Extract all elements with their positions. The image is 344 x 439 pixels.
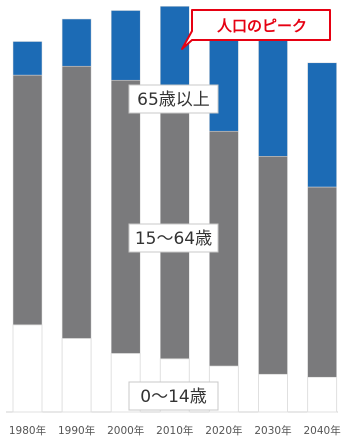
bar-segment-2030年-65歳以上 <box>258 38 288 157</box>
x-tick-label-2020年: 2020年 <box>205 424 242 437</box>
x-tick-labels: 1980年 1990年 2000年 2010年 2020年 2030年 2040年 <box>9 424 341 437</box>
peak-callout-text: 人口のピーク <box>217 17 307 35</box>
x-tick-label-2040年: 2040年 <box>303 424 340 437</box>
bar-segment-1980年-0～14歳 <box>12 324 43 413</box>
band-label-65plus-text: 65歳以上 <box>137 90 210 110</box>
band-label-65plus: 65歳以上 <box>128 84 219 114</box>
peak-callout-box <box>181 9 331 50</box>
band-label-0-14-text: 0～14歳 <box>140 387 206 407</box>
bar-segment-2010年-65歳以上 <box>160 6 190 101</box>
x-tick-label-2000年: 2000年 <box>107 424 144 437</box>
bar-segment-1990年-65歳以上 <box>61 18 92 67</box>
bar-segment-1980年-15～64歳 <box>12 74 43 326</box>
bar-segment-2000年-65歳以上 <box>110 10 141 81</box>
band-label-15-64: 15～64歳 <box>128 223 219 253</box>
band-label-15-64-text: 15～64歳 <box>135 229 212 249</box>
band-label-0-14: 0～14歳 <box>128 381 219 411</box>
bar-segment-2030年-0～14歳 <box>258 373 288 413</box>
bar-segment-2040年-0～14歳 <box>307 376 338 413</box>
x-tick-label-2030年: 2030年 <box>254 424 291 437</box>
x-tick-label-2010年: 2010年 <box>156 424 193 437</box>
x-tick-label-1980年: 1980年 <box>9 424 46 437</box>
bar-segment-2000年-15～64歳 <box>110 79 141 354</box>
bar-segment-2030年-15～64歳 <box>258 155 288 375</box>
x-tick-label-1990年: 1990年 <box>58 424 95 437</box>
bar-segment-1990年-0～14歳 <box>61 338 92 413</box>
bars-group <box>12 6 338 413</box>
peak-callout: 人口のピーク <box>181 9 331 50</box>
bar-segment-1990年-15～64歳 <box>61 65 92 339</box>
bar-segment-2040年-15～64歳 <box>307 186 337 378</box>
bar-segment-1980年-65歳以上 <box>12 41 43 76</box>
bar-segment-2040年-65歳以上 <box>307 62 337 188</box>
